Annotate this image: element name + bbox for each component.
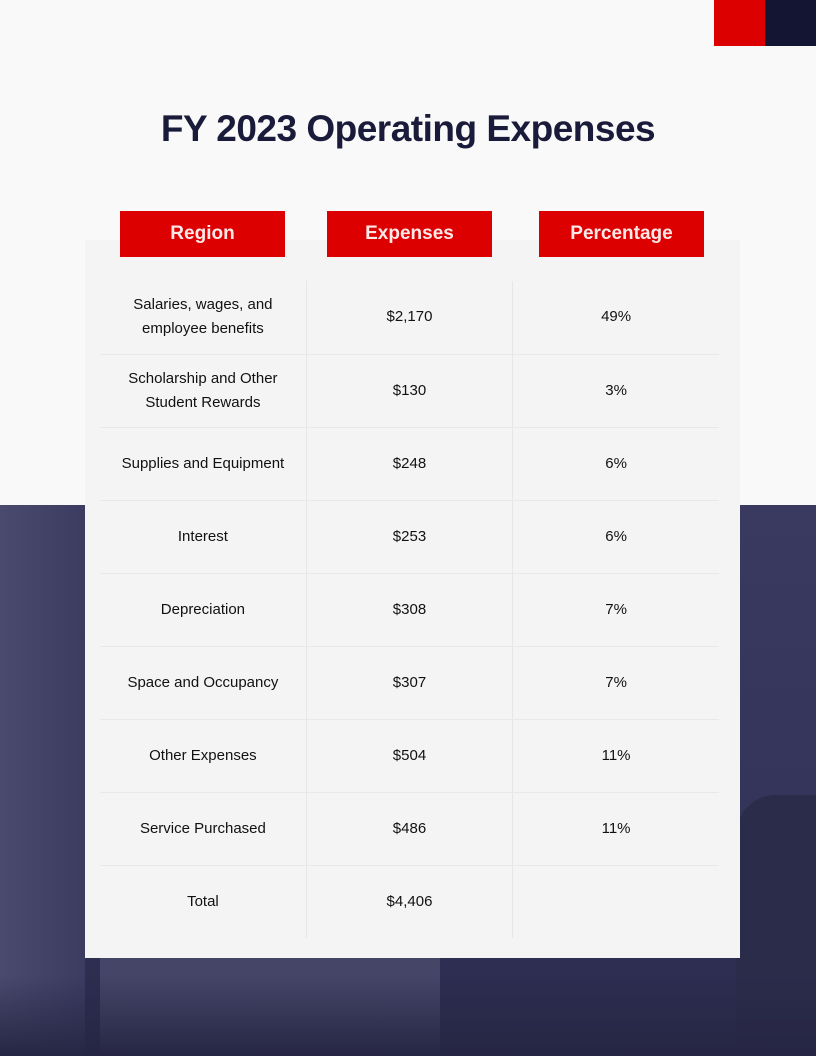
cell-region: Depreciation (100, 573, 307, 647)
table-row: Supplies and Equipment $248 6% (100, 427, 719, 501)
cell-percentage: 7% (512, 646, 719, 720)
cell-expenses: $504 (305, 719, 513, 793)
cell-percentage: 3% (512, 354, 719, 428)
cell-expenses: $253 (305, 500, 513, 574)
cell-percentage: 7% (512, 573, 719, 647)
expenses-table: Salaries, wages, and employee benefits $2… (100, 281, 719, 938)
cell-percentage: 6% (512, 427, 719, 501)
header-region: Region (120, 211, 285, 257)
decorative-navy-square (765, 0, 816, 46)
table-row: Service Purchased $486 11% (100, 792, 719, 866)
cell-region: Total (187, 892, 219, 910)
table-row: Scholarship and Other Student Rewards $13… (100, 354, 719, 428)
cell-region: Scholarship and Other Student Rewards (100, 354, 307, 428)
cell-expenses: $4,406 (305, 865, 513, 938)
cell-region: Interest (100, 500, 307, 574)
page-title: FY 2023 Operating Expenses (160, 108, 656, 149)
total-row: Total $4,406 (100, 865, 719, 938)
table-row: Salaries, wages, and employee benefits $2… (100, 281, 719, 355)
table-row: Other Expenses $504 11% (100, 719, 719, 793)
cell-region: Other Expenses (100, 719, 307, 793)
building-image (0, 505, 85, 1056)
cell-expenses: $307 (305, 646, 513, 720)
cell-region: Space and Occupancy (100, 646, 307, 720)
cell-expenses: $248 (305, 427, 513, 501)
cell-expenses: $486 (305, 792, 513, 866)
cell-region: Salaries, wages, and employee benefits (100, 281, 307, 355)
cell-region: Service Purchased (100, 792, 307, 866)
header-percentage: Percentage (539, 211, 704, 257)
cell-expenses: $2,170 (305, 281, 513, 355)
cell-expenses: $130 (305, 354, 513, 428)
cell-region: Supplies and Equipment (100, 427, 307, 501)
decorative-red-square (714, 0, 765, 46)
cell-expenses: $308 (305, 573, 513, 647)
header-expenses: Expenses (327, 211, 492, 257)
cell-percentage: 49% (512, 281, 719, 355)
cell-percentage: 6% (512, 500, 719, 574)
table-row: Depreciation $308 7% (100, 573, 719, 647)
cell-percentage (512, 865, 719, 938)
cell-percentage: 11% (512, 792, 719, 866)
cell-percentage: 11% (512, 719, 719, 793)
table-row: Interest $253 6% (100, 500, 719, 574)
table-row: Space and Occupancy $307 7% (100, 646, 719, 720)
shrubs-image (0, 975, 816, 1056)
